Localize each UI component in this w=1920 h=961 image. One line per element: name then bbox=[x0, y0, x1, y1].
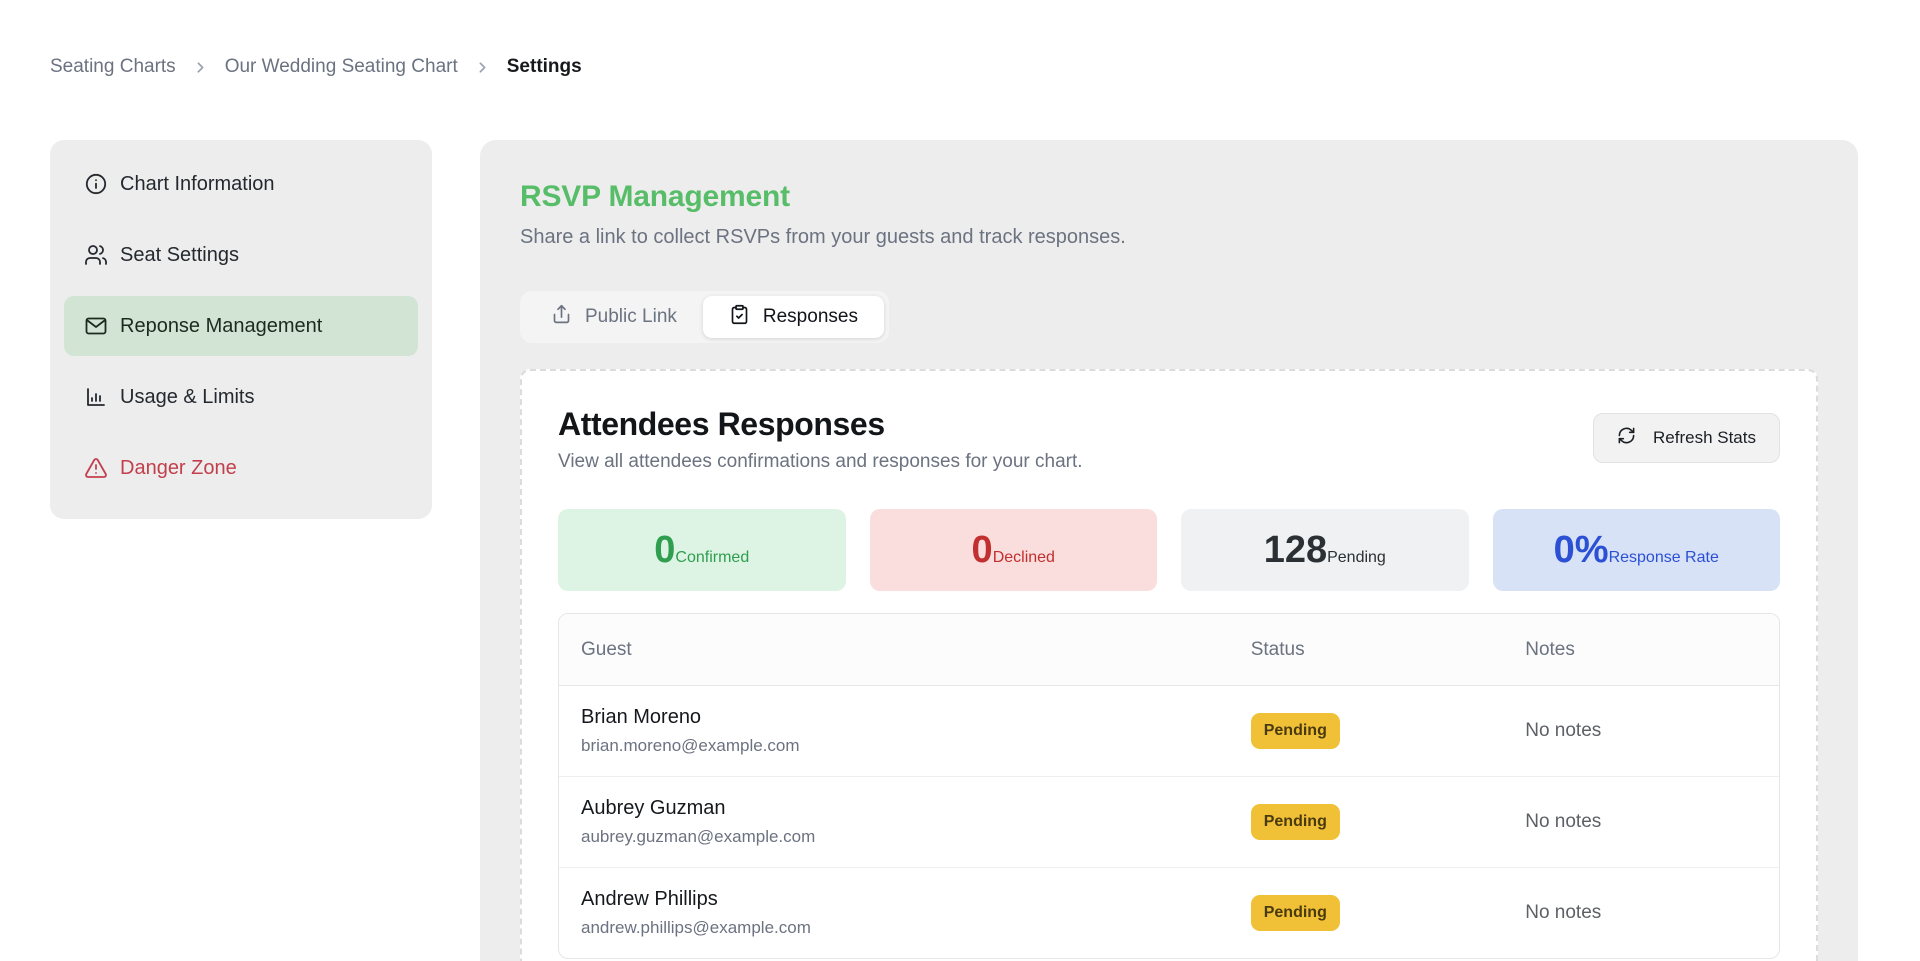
sidebar-item-response-management[interactable]: Reponse Management bbox=[64, 296, 418, 356]
stat-response-rate-label: Response Rate bbox=[1608, 548, 1719, 566]
settings-layout: Chart Information Seat Settings Reponse … bbox=[0, 140, 1920, 961]
stats-row: 0 Confirmed 0 Declined 128 Pending 0% Respon… bbox=[558, 509, 1780, 591]
stat-confirmed-label: Confirmed bbox=[675, 548, 750, 566]
chevron-right-icon bbox=[474, 59, 491, 76]
stat-confirmed: 0 Confirmed bbox=[558, 509, 846, 591]
share-icon bbox=[551, 304, 572, 331]
notes-cell: No notes bbox=[1525, 720, 1602, 741]
status-cell: Pending bbox=[1250, 895, 1526, 931]
breadcrumb-seating-charts[interactable]: Seating Charts bbox=[50, 56, 176, 77]
column-header-status: Status bbox=[1250, 639, 1305, 660]
status-badge: Pending bbox=[1250, 804, 1340, 840]
stat-pending: 128 Pending bbox=[1181, 509, 1469, 591]
sidebar-item-label: Danger Zone bbox=[120, 456, 237, 479]
clipboard-check-icon bbox=[729, 304, 750, 331]
guest-name: Andrew Phillips bbox=[581, 888, 718, 910]
guest-name: Brian Moreno bbox=[581, 706, 702, 728]
tab-label: Responses bbox=[762, 306, 858, 327]
stat-declined-value: 0 bbox=[971, 528, 993, 571]
page-subtitle: Share a link to collect RSVPs from your … bbox=[520, 226, 1126, 248]
guest-email: brian.moreno@example.com bbox=[581, 736, 800, 755]
tab-label: Public Link bbox=[585, 306, 677, 327]
sidebar-item-seat-settings[interactable]: Seat Settings bbox=[64, 225, 418, 285]
sidebar-item-label: Seat Settings bbox=[120, 243, 239, 266]
sidebar-item-chart-information[interactable]: Chart Information bbox=[64, 154, 418, 214]
table-header-row: Guest Status Notes bbox=[559, 614, 1779, 686]
rsvp-tabs: Public Link Responses bbox=[520, 291, 889, 343]
table-row: Andrew Phillips andrew.phillips@example.… bbox=[559, 868, 1779, 958]
tab-public-link[interactable]: Public Link bbox=[525, 296, 703, 338]
breadcrumb: Seating Charts Our Wedding Seating Chart… bbox=[0, 0, 1920, 78]
notes-cell: No notes bbox=[1525, 811, 1602, 832]
stat-pending-value: 128 bbox=[1263, 528, 1328, 571]
status-badge: Pending bbox=[1250, 895, 1340, 931]
card-header-text: Attendees Responses View all attendees c… bbox=[558, 405, 1083, 473]
refresh-stats-button[interactable]: Refresh Stats bbox=[1593, 413, 1780, 463]
status-cell: Pending bbox=[1250, 713, 1526, 749]
table-row: Brian Moreno brian.moreno@example.com Pe… bbox=[559, 686, 1779, 777]
card-header: Attendees Responses View all attendees c… bbox=[558, 405, 1780, 473]
stat-declined: 0 Declined bbox=[869, 509, 1157, 591]
warning-triangle-icon bbox=[84, 456, 108, 480]
guest-cell: Aubrey Guzman aubrey.guzman@example.com bbox=[559, 797, 1251, 847]
breadcrumb-chart-name[interactable]: Our Wedding Seating Chart bbox=[224, 56, 458, 77]
guest-cell: Andrew Phillips andrew.phillips@example.… bbox=[559, 888, 1251, 938]
card-title: Attendees Responses bbox=[558, 406, 885, 442]
settings-sidebar: Chart Information Seat Settings Reponse … bbox=[50, 140, 432, 519]
sidebar-item-danger-zone[interactable]: Danger Zone bbox=[64, 438, 418, 498]
breadcrumb-settings: Settings bbox=[506, 56, 582, 77]
status-badge: Pending bbox=[1250, 713, 1340, 749]
info-icon bbox=[84, 172, 108, 196]
guest-email: aubrey.guzman@example.com bbox=[581, 827, 816, 846]
stat-confirmed-value: 0 bbox=[654, 528, 676, 571]
notes-cell: No notes bbox=[1525, 902, 1602, 923]
stat-response-rate: 0% Response Rate bbox=[1492, 509, 1780, 591]
column-header-guest: Guest bbox=[581, 639, 632, 660]
tab-responses[interactable]: Responses bbox=[702, 296, 884, 338]
rsvp-management-panel: RSVP Management Share a link to collect … bbox=[480, 140, 1858, 961]
refresh-stats-label: Refresh Stats bbox=[1653, 428, 1756, 447]
stat-response-rate-value: 0% bbox=[1553, 528, 1609, 571]
table-row: Aubrey Guzman aubrey.guzman@example.com … bbox=[559, 777, 1779, 868]
refresh-icon bbox=[1617, 426, 1636, 450]
chevron-right-icon bbox=[192, 59, 209, 76]
page-title: RSVP Management bbox=[520, 180, 790, 213]
bar-chart-icon bbox=[84, 385, 108, 409]
sidebar-item-label: Reponse Management bbox=[120, 314, 323, 337]
sidebar-item-label: Usage & Limits bbox=[120, 385, 255, 408]
responses-table: Guest Status Notes Brian Moreno brian.mo… bbox=[558, 613, 1780, 959]
guest-email: andrew.phillips@example.com bbox=[581, 918, 811, 937]
guest-name: Aubrey Guzman bbox=[581, 797, 726, 819]
card-subtitle: View all attendees confirmations and res… bbox=[558, 451, 1083, 472]
guest-cell: Brian Moreno brian.moreno@example.com bbox=[559, 706, 1251, 756]
status-cell: Pending bbox=[1250, 804, 1526, 840]
attendees-responses-card: Attendees Responses View all attendees c… bbox=[520, 369, 1818, 961]
users-icon bbox=[84, 243, 108, 267]
sidebar-item-usage-limits[interactable]: Usage & Limits bbox=[64, 367, 418, 427]
sidebar-item-label: Chart Information bbox=[120, 172, 275, 195]
stat-pending-label: Pending bbox=[1327, 548, 1386, 566]
mail-icon bbox=[84, 314, 108, 338]
stat-declined-label: Declined bbox=[992, 548, 1055, 566]
column-header-notes: Notes bbox=[1525, 639, 1575, 660]
